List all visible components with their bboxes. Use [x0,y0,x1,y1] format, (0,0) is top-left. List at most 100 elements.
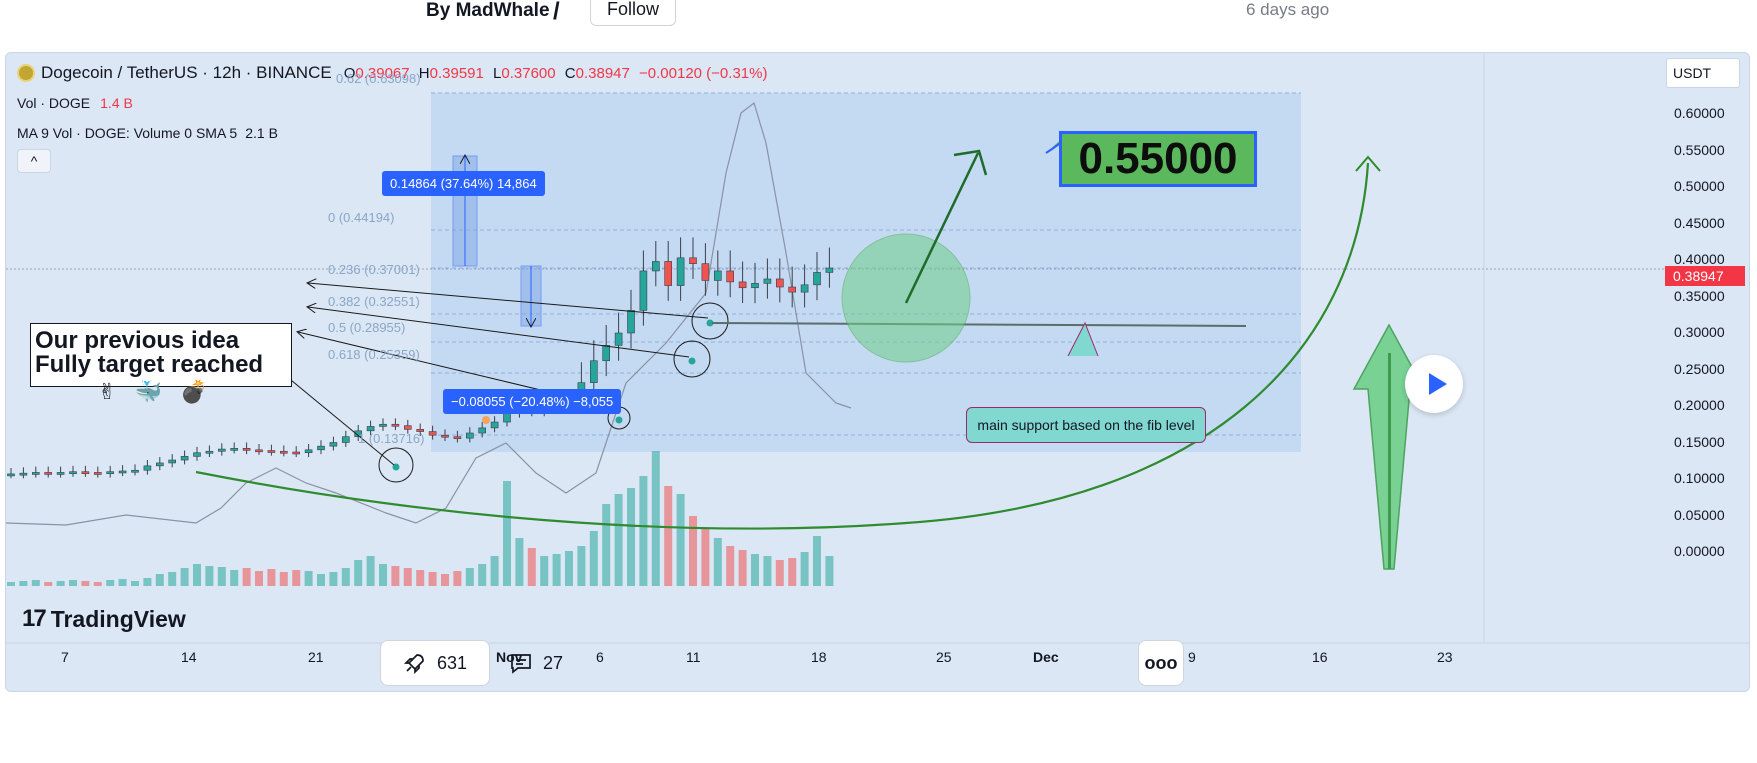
measure-down-label[interactable]: −0.08055 (−20.48%) −8,055 [443,389,622,414]
volume-bar [738,550,747,586]
volume-value: 1.4 B [100,95,133,111]
candle-body [118,470,127,474]
candle-body [19,472,28,476]
ma-label[interactable]: MA 9 Vol · DOGE: Volume 0 SMA 5 [17,125,238,141]
play-replay-button[interactable] [1405,355,1463,413]
volume-bar [93,582,102,586]
candle-body [738,281,747,289]
change-value: −0.00120 (−0.31%) [639,64,768,82]
candle-body [602,345,611,362]
volume-bar [651,451,660,586]
candle-body [775,278,784,288]
volume-bar [168,572,177,586]
target-price-label[interactable]: 0.55000 [1059,131,1257,187]
candle-body [156,462,164,467]
price-axis[interactable]: 0.60000 0.55000 0.50000 0.45000 0.40000 0.350… [1666,53,1749,643]
volume-bar [69,580,77,586]
fib-level-label: 0.236 (0.37001) [328,262,420,277]
target-zone-circle [841,233,971,363]
volume-bar [31,580,40,586]
tradingview-logo-icon: 17 [22,605,47,632]
comments-button[interactable]: 27 [496,640,576,686]
indicator-line [6,101,852,526]
pivot-dot [392,463,400,471]
volume-bar [416,570,425,586]
chart-legend: Dogecoin / TetherUS · 12h · BINANCE O0.3… [17,63,772,83]
boost-button[interactable]: 631 [380,640,490,686]
volume-bar [527,548,536,586]
candle-body [478,427,487,434]
volume-bar [441,574,449,586]
author-name[interactable]: By MadWhale [426,0,550,21]
price-tick: 0.20000 [1674,397,1725,413]
candle-body [676,257,685,286]
candle-body [391,423,400,427]
volume-bar [19,581,28,586]
candle-body [193,452,201,457]
fib-level-label: 0.618 (0.25359) [328,347,420,362]
time-tick: 16 [1312,649,1328,665]
candle-body [614,332,623,346]
symbol-name[interactable]: Dogecoin / TetherUS · 12h · BINANCE [41,63,332,82]
volume-bar [428,572,437,586]
volume-bar [118,579,127,586]
measure-up-label[interactable]: 0.14864 (37.64%) 14,864 [382,171,545,196]
candle-body [589,360,598,383]
volume-bar [701,528,710,586]
high-label: H [418,64,430,82]
time-tick: 21 [308,649,324,665]
volume-bar [329,572,338,586]
candle-body [788,286,797,293]
volume-bar [81,581,90,586]
volume-bar [242,568,251,586]
pivot-dot [706,319,714,327]
volume-bar [503,481,511,586]
candle-body [627,310,635,334]
candle-body [651,261,660,272]
candle-body [255,449,263,453]
volume-bar [255,571,263,586]
volume-bar [230,570,239,586]
volume-bar [614,494,623,586]
price-tick: 0.40000 [1674,251,1725,267]
price-tick: 0.45000 [1674,214,1725,231]
volume-bar [391,566,400,586]
currency-selector[interactable]: USDT [1666,58,1740,88]
dogecoin-icon [17,64,35,82]
price-tick: 0.15000 [1674,433,1725,450]
chart-frame[interactable]: Dogecoin / TetherUS · 12h · BINANCE O0.3… [5,52,1750,692]
follow-button[interactable]: Follow [590,0,676,26]
support-callout[interactable]: main support based on the fib level [966,407,1206,443]
collapse-legend-button[interactable]: ^ [17,149,51,173]
candle-body [689,257,697,264]
candle-body [366,426,375,432]
volume-bar [403,568,412,586]
volume-bar [490,556,499,586]
candle-body [180,456,189,461]
callout-pointer [1067,321,1099,357]
candle-body [428,431,437,436]
candle-body [453,436,462,439]
previous-idea-note[interactable]: Our previous idea Fully target reached [30,323,292,387]
candle-body [242,448,251,451]
low-value: 0.37600 [501,64,556,82]
last-price-tag: 0.38947 [1665,266,1745,286]
tradingview-wordmark: TradingView [50,605,186,632]
volume-bar [813,536,821,586]
support-line [711,322,1247,327]
volume-label[interactable]: Vol · DOGE [17,95,91,111]
price-tick: 0.30000 [1674,324,1725,340]
price-tick: 0.55000 [1674,141,1725,158]
volume-bar [565,551,573,586]
close-label: C [564,64,576,82]
bullish-arrowhead [953,149,988,176]
candle-body [44,472,53,475]
more-options-button[interactable]: ooo [1138,640,1184,686]
price-tick: 0.35000 [1674,287,1725,304]
volume-bar [478,564,487,586]
volume-bar [751,554,759,586]
candle-body [143,465,152,471]
volume-legend: Vol · DOGE 1.4 B [17,95,133,111]
candle-body [416,429,425,432]
volume-bar [317,574,325,586]
